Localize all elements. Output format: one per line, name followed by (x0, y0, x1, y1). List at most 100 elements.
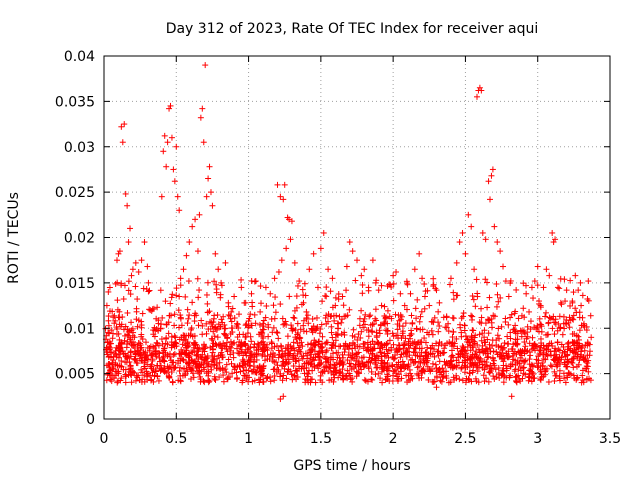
data-point (336, 368, 343, 375)
data-point (425, 376, 432, 383)
data-point (272, 294, 279, 301)
data-point (394, 326, 401, 333)
data-point (138, 318, 145, 325)
data-point (572, 272, 579, 279)
data-point (110, 314, 117, 321)
data-point (207, 189, 214, 196)
data-point (169, 379, 176, 386)
data-point (413, 315, 420, 322)
data-point (493, 280, 500, 287)
data-point (303, 316, 310, 323)
data-point (442, 342, 449, 349)
data-point (182, 293, 189, 300)
data-point (259, 338, 266, 345)
data-point (435, 367, 442, 374)
data-point (242, 340, 249, 347)
data-point (394, 373, 401, 380)
data-point (243, 321, 250, 328)
data-point (229, 370, 236, 377)
data-point (333, 349, 340, 356)
data-point (384, 340, 391, 347)
data-point (212, 250, 219, 257)
data-point (267, 374, 274, 381)
data-point (533, 343, 540, 350)
data-point (523, 290, 530, 297)
data-point (207, 325, 214, 332)
y-tick-label: 0.025 (55, 185, 95, 201)
data-point (168, 342, 175, 349)
data-point (329, 304, 336, 311)
data-point (435, 319, 442, 326)
data-point (551, 368, 558, 375)
data-point (373, 334, 380, 341)
data-point (358, 272, 365, 279)
data-point (410, 348, 417, 355)
data-point (304, 312, 311, 319)
data-point (339, 351, 346, 358)
data-point (238, 276, 245, 283)
plot-frame (103, 55, 611, 420)
data-point (540, 355, 547, 362)
data-point (251, 377, 258, 384)
data-point (349, 375, 356, 382)
data-point (171, 311, 178, 318)
data-point (500, 379, 507, 386)
data-point (274, 181, 281, 188)
data-point (577, 279, 584, 286)
data-point (365, 358, 372, 365)
data-point (390, 372, 397, 379)
data-point (505, 321, 512, 328)
data-point (229, 305, 236, 312)
data-point (575, 287, 582, 294)
data-point (259, 329, 266, 336)
data-point (171, 365, 178, 372)
data-point (434, 348, 441, 355)
data-point (291, 372, 298, 379)
data-point (482, 236, 489, 243)
data-point (394, 377, 401, 384)
data-point (572, 305, 579, 312)
data-point (270, 302, 277, 309)
data-point (521, 339, 528, 346)
data-point (138, 344, 145, 351)
data-point (141, 359, 148, 366)
data-point (211, 278, 218, 285)
data-point (498, 323, 505, 330)
data-point (221, 342, 228, 349)
data-point (186, 312, 193, 319)
data-point (353, 357, 360, 364)
data-point (122, 379, 129, 386)
data-point (195, 322, 202, 329)
data-point (313, 314, 320, 321)
data-point (585, 278, 592, 285)
data-point (176, 336, 183, 343)
data-point (263, 302, 270, 309)
data-point (473, 93, 480, 100)
data-point (253, 351, 260, 358)
data-point (224, 334, 231, 341)
data-point (481, 358, 488, 365)
data-point (540, 284, 547, 291)
data-point (487, 196, 494, 203)
data-point (339, 316, 346, 323)
data-point (166, 105, 173, 112)
data-point (128, 379, 135, 386)
data-point (114, 297, 121, 304)
data-point (332, 294, 339, 301)
data-point (538, 374, 545, 381)
data-point (210, 356, 217, 363)
data-point (450, 329, 457, 336)
data-point (277, 373, 284, 380)
data-point (274, 329, 281, 336)
chart-title: Day 312 of 2023, Rate Of TEC Index for r… (166, 21, 539, 37)
data-point (397, 312, 404, 319)
data-point (484, 354, 491, 361)
data-point (414, 364, 421, 371)
data-point (486, 316, 493, 323)
data-point (529, 369, 536, 376)
data-point (366, 313, 373, 320)
data-point (448, 353, 455, 360)
data-point (579, 372, 586, 379)
data-point (256, 364, 263, 371)
